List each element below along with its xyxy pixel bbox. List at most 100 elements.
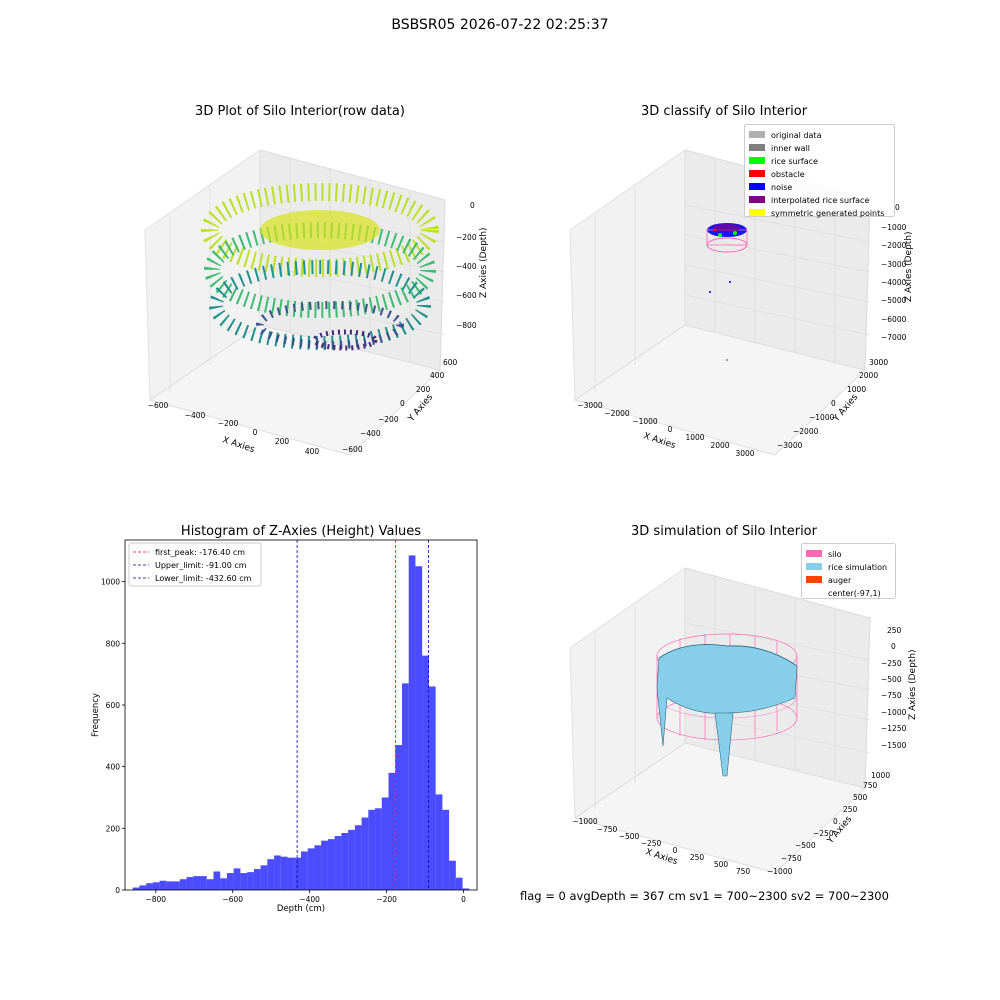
histogram-xtick-label: −200	[376, 895, 397, 904]
histogram-bar	[247, 872, 254, 890]
sim-ztick-1: 0	[891, 642, 896, 651]
histogram-bar	[401, 683, 409, 890]
classify-xtick-1: −2000	[604, 409, 630, 418]
classify-ytick-5: 2000	[859, 371, 878, 380]
histogram-bar	[395, 745, 402, 890]
histogram-bar	[442, 809, 450, 890]
sim-xtick-6: 500	[714, 860, 729, 869]
classify-axis-ticks: −3000 −2000 −1000 0 1000 2000 3000 −3000…	[577, 203, 906, 458]
histogram-bar	[132, 887, 140, 890]
classify-legend-swatch	[749, 170, 765, 177]
classify-legend-swatch	[749, 157, 765, 164]
classify-ytick-0: −3000	[777, 441, 803, 450]
simulation-legend-swatch	[806, 576, 822, 583]
simulation-legend-label: silo	[828, 550, 842, 559]
histogram-bar	[462, 888, 470, 890]
classify-xtick-5: 2000	[710, 441, 729, 450]
raw-ztick-1: −200	[456, 233, 477, 242]
sim-ztick-5: −1000	[881, 708, 907, 717]
histogram-bar	[301, 851, 308, 890]
raw-ytick-4: 200	[416, 385, 431, 394]
sim-xtick-1: −750	[597, 825, 618, 834]
histogram-bar	[166, 881, 174, 890]
classify-zlabel: Z Axies (Depth)	[904, 231, 914, 302]
sim-ytick-3: −250	[813, 829, 834, 838]
histogram-bar	[233, 868, 241, 890]
histogram-bar	[327, 839, 335, 890]
histogram-bar	[287, 857, 295, 890]
classify-ztick-3: −3000	[881, 260, 907, 269]
histogram-legend-label: first_peak: -176.40 cm	[155, 548, 245, 557]
raw-ztick-2: −400	[456, 262, 477, 271]
histogram-bar	[341, 832, 349, 890]
histogram-bar	[179, 879, 187, 890]
histogram-bar	[280, 856, 288, 890]
classify-legend-label: noise	[771, 183, 792, 192]
classify-legend-swatch	[749, 196, 765, 203]
sim-ytick-6: 500	[853, 793, 868, 802]
histogram-bar	[152, 882, 160, 890]
sim-ztick-0: 250	[887, 626, 902, 635]
sim-ytick-4: 0	[833, 817, 838, 826]
histogram-title: Histogram of Z-Axies (Height) Values	[180, 524, 422, 539]
classify-legend-label: inner wall	[771, 144, 810, 153]
classify-legend-swatch	[749, 183, 765, 190]
sim-ztick-7: −1500	[881, 741, 907, 750]
figure-title: BSBSR05 2026-07-22 02:25:37	[391, 17, 609, 33]
histogram-bar	[455, 877, 463, 890]
sim-xtick-0: −1000	[572, 817, 598, 826]
histogram-bar	[240, 873, 248, 890]
classify-gridlines	[594, 158, 871, 392]
histogram-bar	[354, 825, 362, 890]
raw-plot-title: 3D Plot of Silo Interior(row data)	[195, 104, 405, 119]
histogram-bar	[159, 880, 167, 890]
histogram-bar	[226, 873, 234, 890]
histogram-ylabel: Frequency	[91, 693, 101, 737]
sim-ztick-6: −1250	[881, 724, 907, 733]
sim-xtick-7: 750	[736, 867, 751, 876]
raw-ytick-5: 400	[430, 371, 445, 380]
sim-ytick-2: −500	[795, 841, 816, 850]
histogram-bar	[415, 566, 423, 890]
histogram-bar	[220, 878, 227, 890]
histogram-legend: first_peak: -176.40 cm Upper_limit: -91.0…	[128, 542, 262, 587]
histogram-ytick-label: 0	[115, 886, 120, 895]
histogram-frame	[124, 539, 478, 891]
classify-point-cloud	[706, 223, 748, 361]
histogram-bar	[294, 857, 301, 890]
histogram-bar	[146, 883, 153, 890]
raw-xlabel: X Axies	[221, 435, 256, 455]
histogram-bar	[139, 885, 147, 890]
histogram-xlabel: Depth (cm)	[277, 904, 325, 914]
simulation-legend-swatch	[806, 550, 822, 557]
raw-ztick-3: −600	[456, 291, 477, 300]
classify-legend: original data inner wall rice surface obsta…	[744, 124, 895, 218]
sim-ztick-3: −500	[881, 675, 902, 684]
raw-ytick-6: 600	[443, 358, 458, 367]
histogram-bar	[213, 871, 221, 890]
classify-ztick-0: 0	[895, 203, 900, 212]
classify-xlabel: X Axies	[642, 431, 677, 451]
classify-legend-label: obstacle	[771, 170, 805, 179]
classify-ytick-4: 1000	[847, 385, 866, 394]
histogram-ytick-label: 600	[106, 701, 121, 710]
raw-ytick-2: −200	[378, 415, 399, 424]
classify-ytick-1: −2000	[793, 427, 819, 436]
sim-xtick-4: 0	[673, 846, 678, 855]
sim-ytick-7: 750	[863, 781, 878, 790]
histogram-bar	[200, 876, 207, 890]
raw-3d-plot: −600 −400 −200 0 200 400 −600 −400 −200 …	[144, 149, 489, 456]
raw-axis-ticks: −600 −400 −200 0 200 400 −600 −400 −200 …	[148, 201, 477, 456]
classify-legend-swatch	[749, 209, 765, 216]
sim-ytick-0: −1000	[767, 867, 793, 876]
raw-xtick-4: 200	[275, 437, 290, 446]
simulation-legend-swatch	[806, 589, 822, 596]
raw-xtick-1: −400	[185, 411, 206, 420]
histogram-xtick-label: −800	[145, 895, 166, 904]
simulation-legend-swatch	[806, 563, 822, 570]
status-text: flag = 0 avgDepth = 367 cm sv1 = 700~230…	[520, 889, 889, 903]
histogram-bar	[253, 869, 261, 890]
classify-legend-swatch	[749, 144, 765, 151]
histogram-bar	[381, 797, 389, 890]
histogram-bar	[267, 859, 275, 890]
